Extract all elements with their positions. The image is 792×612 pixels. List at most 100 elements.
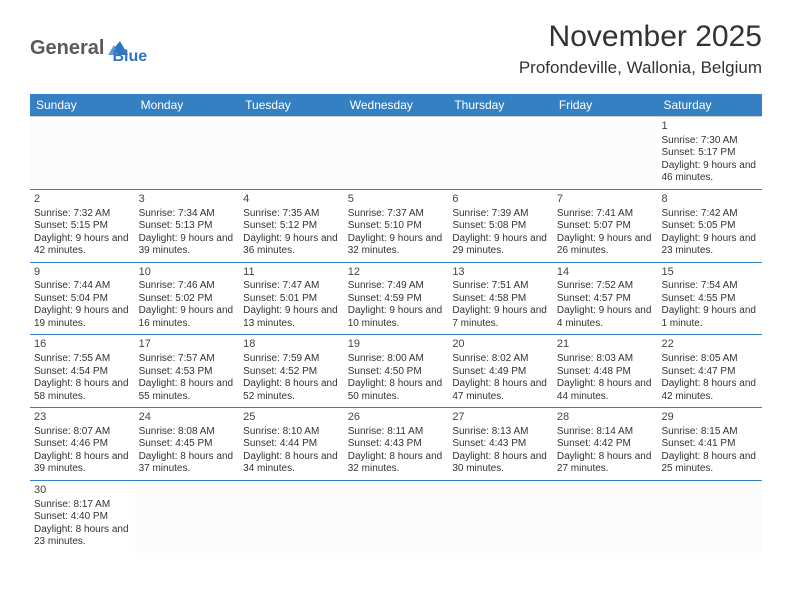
sunset-line: Sunset: 5:10 PM (348, 220, 445, 233)
week-row: 30Sunrise: 8:17 AMSunset: 4:40 PMDayligh… (30, 481, 762, 553)
daylight-line: Daylight: 8 hours and 30 minutes. (452, 451, 549, 476)
sunset-line: Sunset: 4:44 PM (243, 438, 340, 451)
sunrise-line: Sunrise: 7:51 AM (452, 280, 549, 293)
day-number: 11 (243, 266, 340, 280)
weekday-header: Tuesday (239, 94, 344, 116)
sunrise-line: Sunrise: 7:57 AM (139, 353, 236, 366)
daylight-line: Daylight: 9 hours and 39 minutes. (139, 233, 236, 258)
empty-cell (239, 481, 344, 553)
day-number: 24 (139, 411, 236, 425)
weeks-container: 1Sunrise: 7:30 AMSunset: 5:17 PMDaylight… (30, 116, 762, 553)
day-cell: 29Sunrise: 8:15 AMSunset: 4:41 PMDayligh… (657, 408, 762, 480)
sunrise-line: Sunrise: 7:32 AM (34, 208, 131, 221)
day-number: 26 (348, 411, 445, 425)
weekday-header: Wednesday (344, 94, 449, 116)
sunrise-line: Sunrise: 8:07 AM (34, 426, 131, 439)
daylight-line: Daylight: 9 hours and 19 minutes. (34, 305, 131, 330)
day-number: 22 (661, 338, 758, 352)
day-cell: 25Sunrise: 8:10 AMSunset: 4:44 PMDayligh… (239, 408, 344, 480)
day-cell: 18Sunrise: 7:59 AMSunset: 4:52 PMDayligh… (239, 335, 344, 407)
weekday-header: Friday (553, 94, 658, 116)
sunrise-line: Sunrise: 8:05 AM (661, 353, 758, 366)
week-row: 2Sunrise: 7:32 AMSunset: 5:15 PMDaylight… (30, 190, 762, 263)
sunrise-line: Sunrise: 7:47 AM (243, 280, 340, 293)
empty-cell (448, 481, 553, 553)
day-cell: 14Sunrise: 7:52 AMSunset: 4:57 PMDayligh… (553, 263, 658, 335)
weekday-header: Saturday (657, 94, 762, 116)
day-number: 4 (243, 193, 340, 207)
sunrise-line: Sunrise: 7:42 AM (661, 208, 758, 221)
sunrise-line: Sunrise: 7:46 AM (139, 280, 236, 293)
empty-cell (448, 117, 553, 189)
sunrise-line: Sunrise: 8:02 AM (452, 353, 549, 366)
sunset-line: Sunset: 4:43 PM (348, 438, 445, 451)
day-number: 19 (348, 338, 445, 352)
daylight-line: Daylight: 9 hours and 26 minutes. (557, 233, 654, 258)
day-cell: 28Sunrise: 8:14 AMSunset: 4:42 PMDayligh… (553, 408, 658, 480)
week-row: 9Sunrise: 7:44 AMSunset: 5:04 PMDaylight… (30, 263, 762, 336)
day-cell: 7Sunrise: 7:41 AMSunset: 5:07 PMDaylight… (553, 190, 658, 262)
sunset-line: Sunset: 4:53 PM (139, 366, 236, 379)
day-number: 7 (557, 193, 654, 207)
day-cell: 21Sunrise: 8:03 AMSunset: 4:48 PMDayligh… (553, 335, 658, 407)
daylight-line: Daylight: 8 hours and 58 minutes. (34, 378, 131, 403)
sunset-line: Sunset: 4:50 PM (348, 366, 445, 379)
sunrise-line: Sunrise: 7:37 AM (348, 208, 445, 221)
empty-cell (239, 117, 344, 189)
day-number: 12 (348, 266, 445, 280)
day-number: 18 (243, 338, 340, 352)
day-cell: 16Sunrise: 7:55 AMSunset: 4:54 PMDayligh… (30, 335, 135, 407)
weekday-header: Thursday (448, 94, 553, 116)
daylight-line: Daylight: 8 hours and 47 minutes. (452, 378, 549, 403)
week-row: 16Sunrise: 7:55 AMSunset: 4:54 PMDayligh… (30, 335, 762, 408)
sunrise-line: Sunrise: 7:52 AM (557, 280, 654, 293)
sunset-line: Sunset: 4:48 PM (557, 366, 654, 379)
sunrise-line: Sunrise: 7:54 AM (661, 280, 758, 293)
week-row: 1Sunrise: 7:30 AMSunset: 5:17 PMDaylight… (30, 116, 762, 190)
day-cell: 11Sunrise: 7:47 AMSunset: 5:01 PMDayligh… (239, 263, 344, 335)
day-number: 2 (34, 193, 131, 207)
daylight-line: Daylight: 8 hours and 50 minutes. (348, 378, 445, 403)
sunset-line: Sunset: 4:46 PM (34, 438, 131, 451)
day-cell: 10Sunrise: 7:46 AMSunset: 5:02 PMDayligh… (135, 263, 240, 335)
daylight-line: Daylight: 9 hours and 36 minutes. (243, 233, 340, 258)
empty-cell (657, 481, 762, 553)
day-cell: 2Sunrise: 7:32 AMSunset: 5:15 PMDaylight… (30, 190, 135, 262)
sunset-line: Sunset: 5:04 PM (34, 293, 131, 306)
day-number: 13 (452, 266, 549, 280)
location: Profondeville, Wallonia, Belgium (519, 58, 762, 78)
day-number: 3 (139, 193, 236, 207)
sunset-line: Sunset: 4:47 PM (661, 366, 758, 379)
day-cell: 24Sunrise: 8:08 AMSunset: 4:45 PMDayligh… (135, 408, 240, 480)
daylight-line: Daylight: 8 hours and 23 minutes. (34, 524, 131, 549)
daylight-line: Daylight: 8 hours and 42 minutes. (661, 378, 758, 403)
day-number: 15 (661, 266, 758, 280)
sunset-line: Sunset: 4:45 PM (139, 438, 236, 451)
month-title: November 2025 (519, 20, 762, 54)
daylight-line: Daylight: 9 hours and 42 minutes. (34, 233, 131, 258)
sunset-line: Sunset: 5:05 PM (661, 220, 758, 233)
sunrise-line: Sunrise: 7:35 AM (243, 208, 340, 221)
sunrise-line: Sunrise: 8:13 AM (452, 426, 549, 439)
daylight-line: Daylight: 8 hours and 52 minutes. (243, 378, 340, 403)
sunrise-line: Sunrise: 8:08 AM (139, 426, 236, 439)
sunrise-line: Sunrise: 8:10 AM (243, 426, 340, 439)
empty-cell (553, 117, 658, 189)
daylight-line: Daylight: 9 hours and 46 minutes. (661, 160, 758, 185)
sunrise-line: Sunrise: 8:17 AM (34, 499, 131, 512)
day-number: 14 (557, 266, 654, 280)
daylight-line: Daylight: 8 hours and 25 minutes. (661, 451, 758, 476)
day-number: 20 (452, 338, 549, 352)
sunset-line: Sunset: 4:43 PM (452, 438, 549, 451)
sunrise-line: Sunrise: 7:55 AM (34, 353, 131, 366)
logo-text-1: General (30, 37, 104, 60)
daylight-line: Daylight: 8 hours and 32 minutes. (348, 451, 445, 476)
empty-cell (344, 481, 449, 553)
day-number: 8 (661, 193, 758, 207)
day-number: 6 (452, 193, 549, 207)
week-row: 23Sunrise: 8:07 AMSunset: 4:46 PMDayligh… (30, 408, 762, 481)
day-cell: 13Sunrise: 7:51 AMSunset: 4:58 PMDayligh… (448, 263, 553, 335)
day-cell: 5Sunrise: 7:37 AMSunset: 5:10 PMDaylight… (344, 190, 449, 262)
empty-cell (30, 117, 135, 189)
day-cell: 8Sunrise: 7:42 AMSunset: 5:05 PMDaylight… (657, 190, 762, 262)
